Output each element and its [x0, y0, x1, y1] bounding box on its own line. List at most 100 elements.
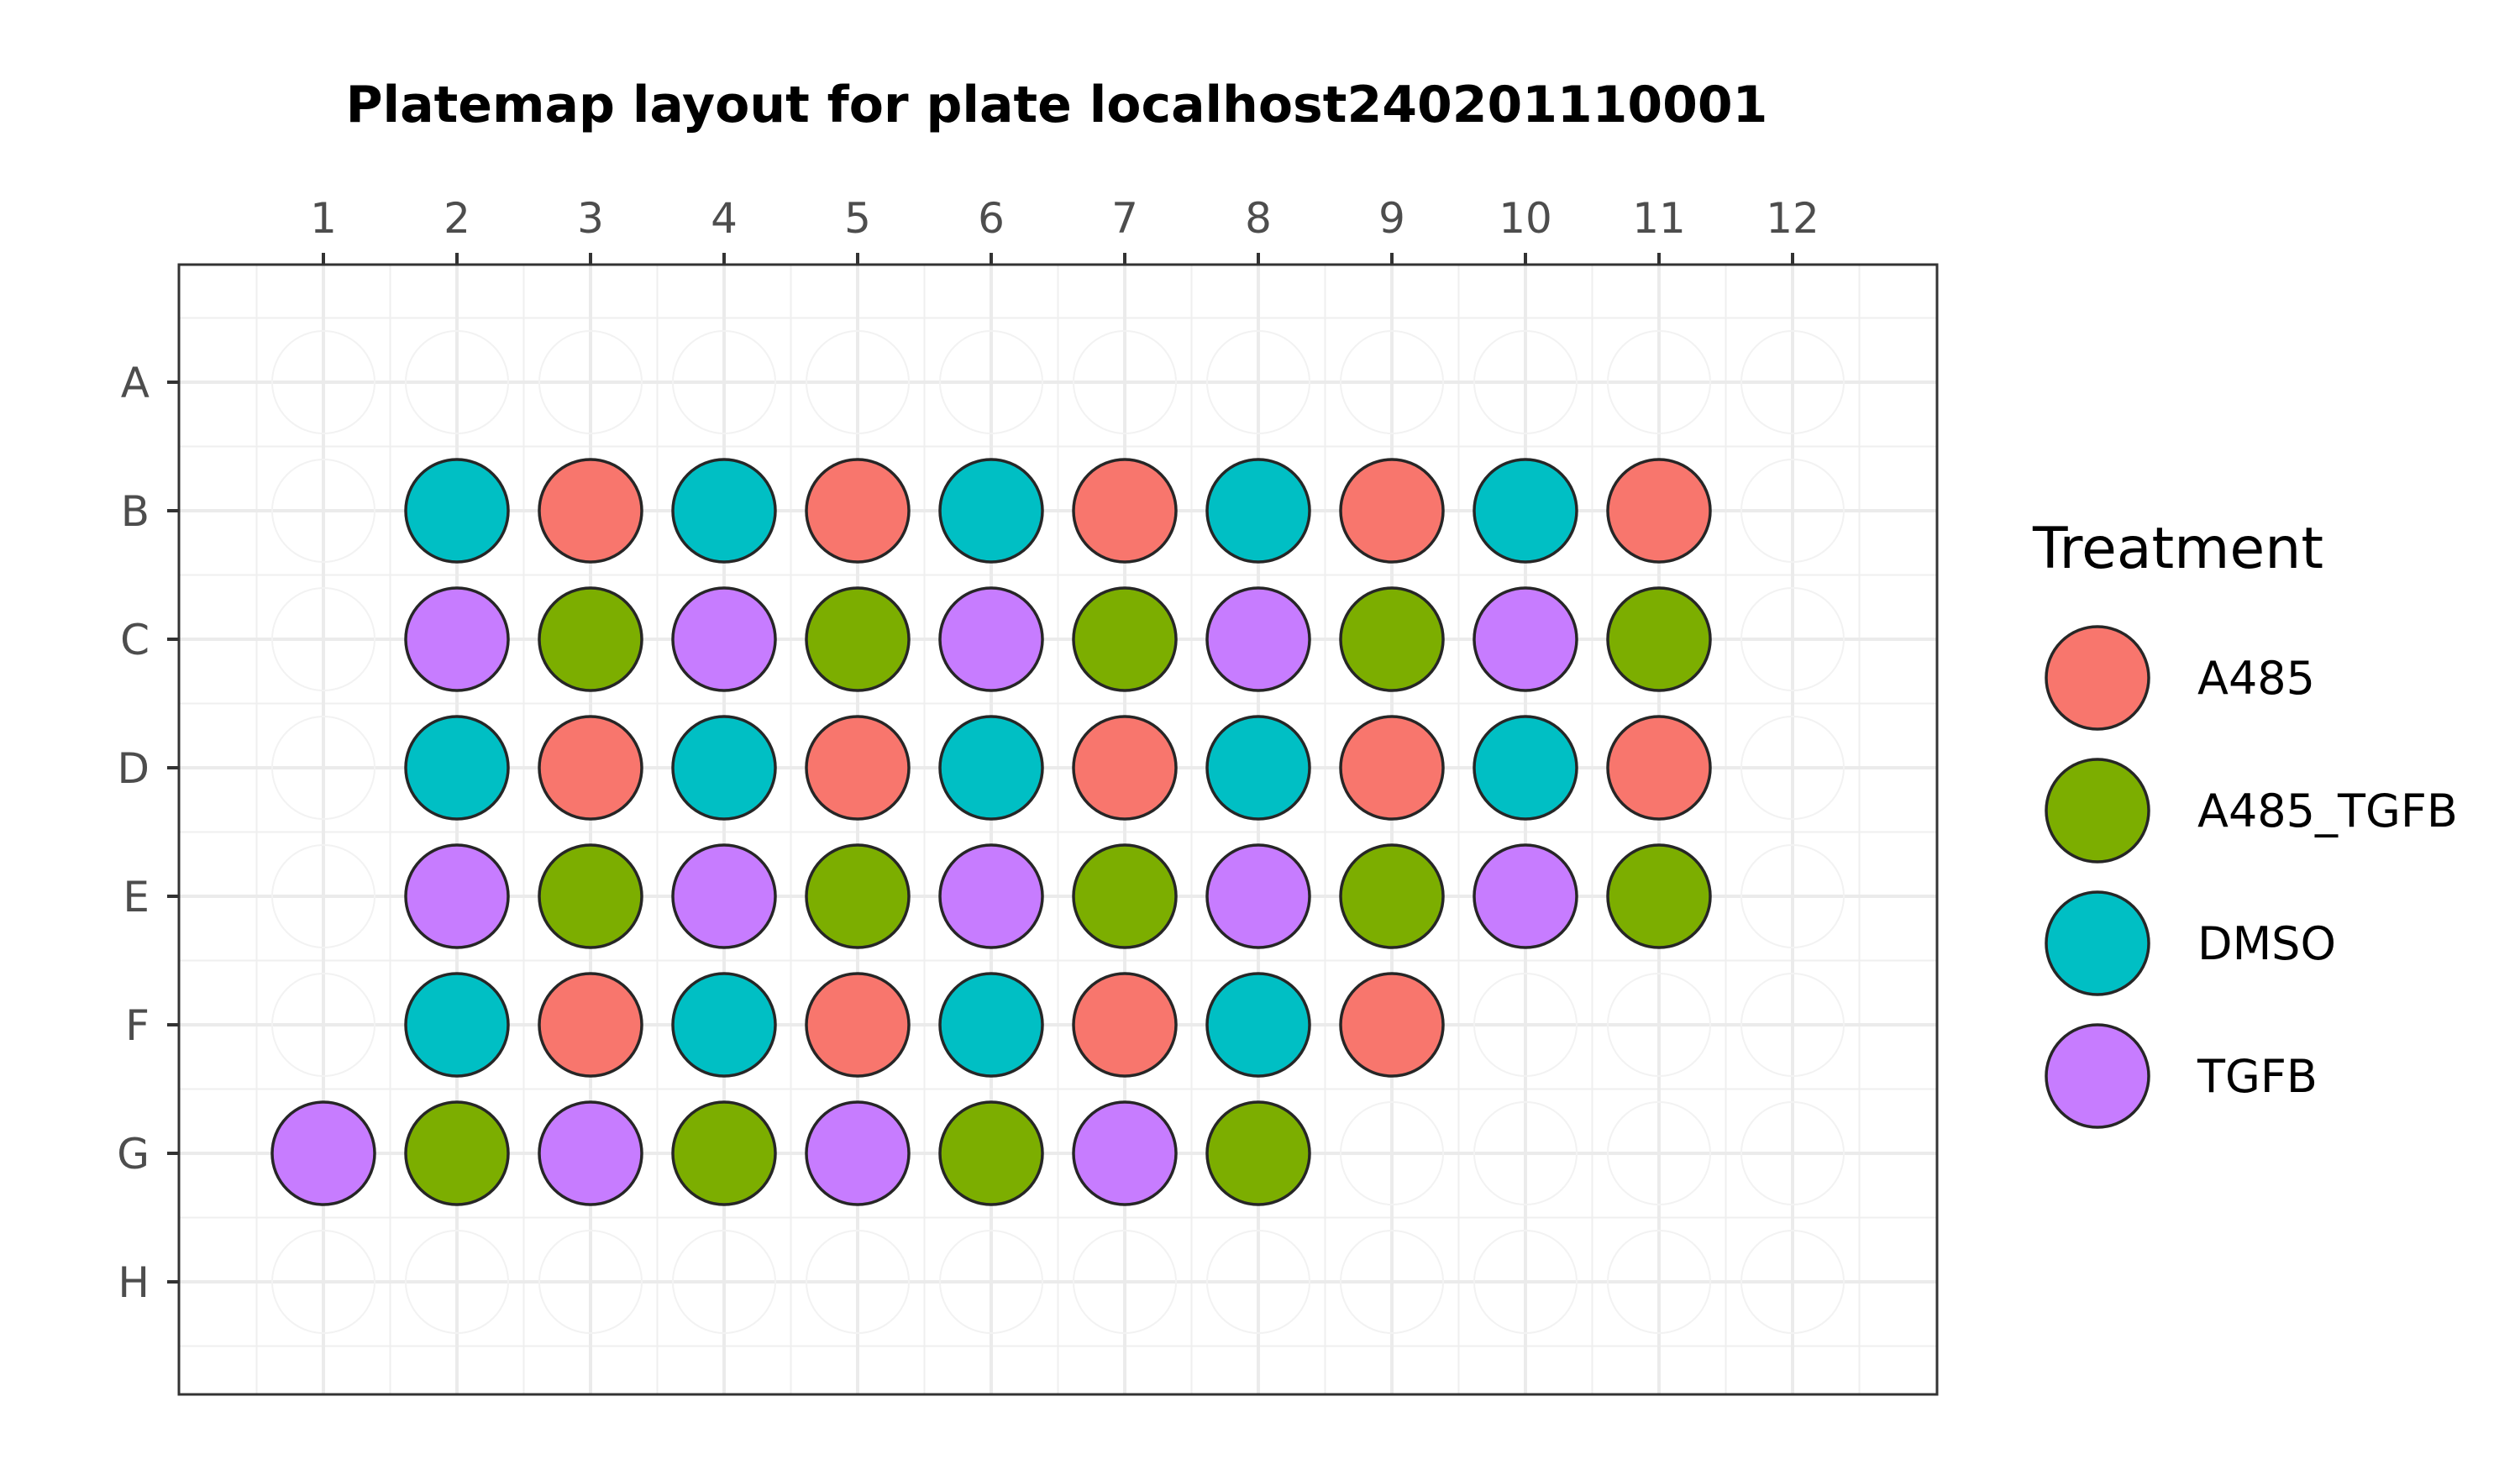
legend-title: Treatment [2032, 516, 2323, 582]
well-B4 [671, 458, 777, 564]
empty-well [271, 716, 375, 820]
well-D11 [1606, 715, 1712, 821]
well-E2 [404, 843, 510, 949]
empty-well [405, 330, 509, 434]
empty-well [271, 1230, 375, 1334]
x-tick-label: 6 [978, 194, 1005, 243]
empty-well [271, 973, 375, 1077]
well-D5 [805, 715, 911, 821]
y-tick-label: C [120, 616, 150, 664]
empty-well [271, 844, 375, 948]
well-D7 [1072, 715, 1178, 821]
well-B6 [938, 458, 1044, 564]
empty-well [806, 330, 910, 434]
x-tick-label: 10 [1499, 194, 1552, 243]
y-tick-label: H [118, 1258, 150, 1307]
y-tick-label: B [121, 487, 150, 536]
well-E8 [1205, 843, 1311, 949]
well-C3 [538, 586, 643, 692]
well-E9 [1339, 843, 1445, 949]
well-G6 [938, 1100, 1044, 1206]
empty-well [1740, 1230, 1845, 1334]
well-B3 [538, 458, 643, 564]
empty-well [405, 1230, 509, 1334]
empty-well [271, 587, 375, 691]
empty-well [1740, 973, 1845, 1077]
x-tick-label: 1 [310, 194, 337, 243]
well-D3 [538, 715, 643, 821]
well-C7 [1072, 586, 1178, 692]
y-tick-label: E [123, 873, 150, 921]
x-tick-label: 5 [844, 194, 871, 243]
well-E11 [1606, 843, 1712, 949]
well-G3 [538, 1100, 643, 1206]
legend-key [2045, 758, 2150, 864]
legend-key [2045, 625, 2150, 731]
well-E4 [671, 843, 777, 949]
y-tick-label: A [121, 359, 150, 407]
x-tick-label: 2 [444, 194, 470, 243]
well-D10 [1473, 715, 1578, 821]
well-F2 [404, 972, 510, 1078]
well-markers [270, 458, 1712, 1206]
empty-well [939, 330, 1043, 434]
well-D4 [671, 715, 777, 821]
well-G1 [270, 1100, 376, 1206]
well-F7 [1072, 972, 1178, 1078]
well-G4 [671, 1100, 777, 1206]
x-tick-label: 11 [1632, 194, 1686, 243]
legend: Treatment A485 A485_TGFB DMSO TGFB [2032, 516, 2458, 1129]
well-E5 [805, 843, 911, 949]
empty-well [538, 330, 643, 434]
y-tick-label: F [125, 1001, 150, 1050]
empty-well [1740, 587, 1845, 691]
empty-well [1607, 1101, 1711, 1205]
well-C6 [938, 586, 1044, 692]
y-tick-label: G [117, 1130, 150, 1179]
well-F9 [1339, 972, 1445, 1078]
empty-well [1607, 973, 1711, 1077]
empty-well [1073, 330, 1177, 434]
well-B7 [1072, 458, 1178, 564]
legend-label: A485 [2197, 652, 2315, 705]
empty-well [1206, 1230, 1310, 1334]
empty-well [1473, 1230, 1578, 1334]
well-G5 [805, 1100, 911, 1206]
well-F6 [938, 972, 1044, 1078]
empty-well [271, 459, 375, 563]
x-tick-label: 12 [1766, 194, 1819, 243]
empty-well [1740, 330, 1845, 434]
empty-well [672, 1230, 776, 1334]
well-C10 [1473, 586, 1578, 692]
well-F4 [671, 972, 777, 1078]
well-B8 [1205, 458, 1311, 564]
empty-well [1740, 844, 1845, 948]
well-C2 [404, 586, 510, 692]
well-B11 [1606, 458, 1712, 564]
x-tick-label: 8 [1245, 194, 1272, 243]
well-C9 [1339, 586, 1445, 692]
empty-well [1607, 330, 1711, 434]
well-G7 [1072, 1100, 1178, 1206]
empty-well [1473, 1101, 1578, 1205]
plot-panel [177, 263, 1939, 1396]
well-B5 [805, 458, 911, 564]
well-C8 [1205, 586, 1311, 692]
x-tick-label: 9 [1378, 194, 1405, 243]
legend-key [2045, 1023, 2150, 1129]
well-D6 [938, 715, 1044, 821]
empty-well [1740, 1101, 1845, 1205]
legend-label: DMSO [2197, 917, 2336, 970]
empty-well [1740, 716, 1845, 820]
chart-title: Platemap layout for plate localhost24020… [346, 76, 1768, 134]
empty-well [1340, 1101, 1444, 1205]
empty-well [1473, 330, 1578, 434]
empty-well [1740, 459, 1845, 563]
x-tick-label: 3 [577, 194, 604, 243]
well-E10 [1473, 843, 1578, 949]
empty-well [271, 330, 375, 434]
well-D8 [1205, 715, 1311, 821]
well-C11 [1606, 586, 1712, 692]
legend-key [2045, 890, 2150, 996]
